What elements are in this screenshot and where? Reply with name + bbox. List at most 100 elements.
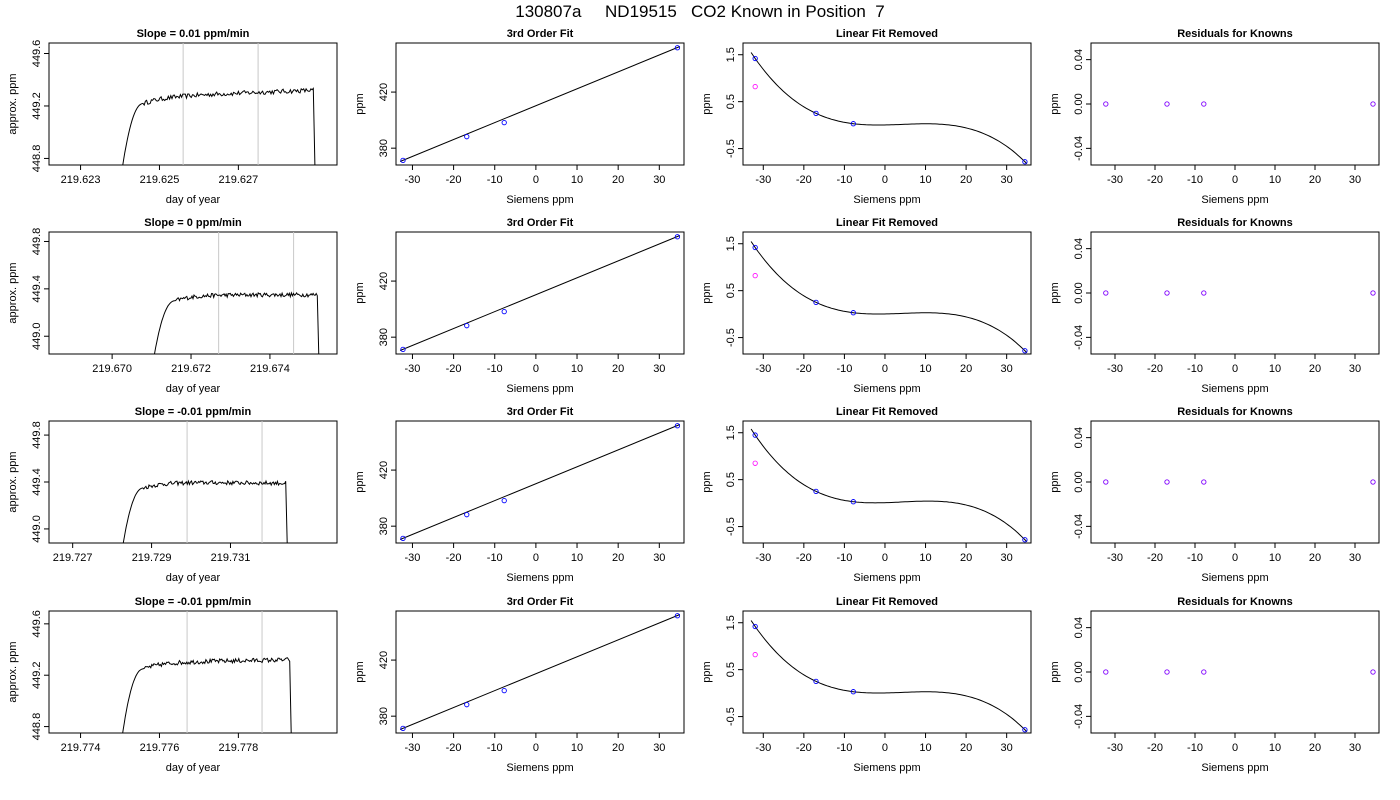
x-axis-label: day of year xyxy=(166,194,221,206)
panel-r3c4: Residuals for Knowns Siemens ppm ppm -30 -20… xyxy=(1049,406,1380,584)
plot-frame xyxy=(395,420,685,544)
x-tick-label: -20 xyxy=(1147,174,1163,186)
data-point xyxy=(752,244,758,251)
y-tick-label: 449.6 xyxy=(31,610,43,638)
x-tick-label: -20 xyxy=(1147,742,1163,754)
chart-title: Residuals for Knowns xyxy=(1177,596,1293,608)
y-axis-label: ppm xyxy=(1049,282,1061,303)
x-tick-label: 0 xyxy=(533,174,539,186)
chart-title: Linear Fit Removed xyxy=(836,596,938,608)
data-point xyxy=(1022,537,1028,543)
y-axis-label: ppm xyxy=(1049,93,1061,114)
x-tick-label: 10 xyxy=(1269,552,1281,564)
x-axis-label: Siemens ppm xyxy=(853,383,920,395)
x-tick-label: 30 xyxy=(1349,552,1361,564)
data-point xyxy=(850,499,856,505)
chart-title: Residuals for Knowns xyxy=(1177,217,1293,229)
panel-r3c2: 3rd Order Fit Siemens ppm ppm -30 -20 -10 0 10 2… xyxy=(354,406,685,584)
y-tick-label: -0.04 xyxy=(1073,136,1085,161)
plot-data xyxy=(399,423,681,542)
plot-data xyxy=(399,45,681,164)
data-point xyxy=(752,623,758,630)
x-tick-label: 30 xyxy=(653,552,665,564)
x-tick-label: 20 xyxy=(1309,742,1321,754)
data-point xyxy=(813,678,819,685)
data-point xyxy=(1164,479,1170,485)
page-title: 130807a ND19515 CO2 Known in Position 7 xyxy=(515,2,885,21)
x-tick-label: 30 xyxy=(1349,363,1361,375)
co2-trace-line xyxy=(122,87,316,165)
x-tick-label: 10 xyxy=(1269,363,1281,375)
panel-r1c3: Linear Fit Removed Siemens ppm ppm -30 -20 -1… xyxy=(701,28,1032,206)
plot-data xyxy=(153,232,320,354)
panel-r2c4: Residuals for Knowns Siemens ppm ppm -30 -20… xyxy=(1049,217,1380,395)
data-point xyxy=(464,702,470,708)
x-tick-label: 10 xyxy=(919,363,931,375)
plot-data xyxy=(122,611,292,733)
cubic-fit-curve xyxy=(750,241,1028,354)
plot-data xyxy=(399,613,681,732)
data-point xyxy=(674,423,681,429)
y-tick-label: 449.6 xyxy=(31,40,43,68)
x-tick-label: -20 xyxy=(796,552,812,564)
x-tick-label: 0 xyxy=(533,363,539,375)
x-tick-label: 10 xyxy=(919,174,931,186)
x-axis-label: Siemens ppm xyxy=(853,762,920,774)
y-tick-label: 1.5 xyxy=(725,236,737,251)
plot-data xyxy=(750,241,1028,354)
panel-r4c2: 3rd Order Fit Siemens ppm ppm -30 -20 -10 0 10 2… xyxy=(354,596,685,774)
chart-title: Linear Fit Removed xyxy=(836,406,938,418)
y-tick-label: 0.5 xyxy=(725,472,737,487)
data-point-alt xyxy=(752,652,758,658)
chart-title: Slope = -0.01 ppm/min xyxy=(135,406,252,418)
y-axis-label: ppm xyxy=(354,282,366,303)
chart-title: Residuals for Knowns xyxy=(1177,406,1293,418)
data-point xyxy=(501,120,507,126)
x-tick-label: 219.674 xyxy=(250,363,290,375)
x-axis-label: Siemens ppm xyxy=(506,383,573,395)
panel-r2c1: Slope = 0 ppm/min day of year approx. ppm 2… xyxy=(7,217,338,395)
y-tick-label: 0.00 xyxy=(1073,93,1085,114)
y-tick-label: -0.5 xyxy=(725,139,737,158)
x-axis-label: day of year xyxy=(166,572,221,584)
data-point xyxy=(501,309,507,315)
y-axis-label: ppm xyxy=(354,93,366,114)
x-tick-label: -10 xyxy=(836,742,852,754)
x-tick-label: 20 xyxy=(960,363,972,375)
fit-line xyxy=(399,46,681,162)
y-tick-label: 449.0 xyxy=(31,322,43,350)
x-tick-label: 219.627 xyxy=(218,174,258,186)
y-tick-label: 420 xyxy=(378,83,390,101)
x-tick-label: -10 xyxy=(1187,174,1203,186)
plot-frame xyxy=(48,231,338,355)
y-tick-label: 0.00 xyxy=(1073,282,1085,303)
x-tick-label: 219.774 xyxy=(61,742,101,754)
y-axis-label: approx. ppm xyxy=(7,641,19,702)
x-tick-label: 219.625 xyxy=(140,174,180,186)
plot-frame xyxy=(1090,231,1380,355)
y-axis-label: ppm xyxy=(701,282,713,303)
y-tick-label: 380 xyxy=(378,139,390,157)
x-tick-label: 219.727 xyxy=(53,552,93,564)
panel-r1c4: Residuals for Knowns Siemens ppm ppm -30 -20… xyxy=(1049,28,1380,206)
y-axis-label: approx. ppm xyxy=(7,262,19,323)
plot-frame xyxy=(1090,610,1380,734)
data-point xyxy=(1022,348,1028,354)
x-tick-label: 0 xyxy=(533,742,539,754)
cubic-fit-curve xyxy=(750,620,1028,733)
data-point xyxy=(1164,290,1170,296)
x-tick-label: 0 xyxy=(1232,363,1238,375)
y-tick-label: 380 xyxy=(378,707,390,725)
x-tick-label: 20 xyxy=(960,174,972,186)
x-tick-label: -10 xyxy=(487,742,503,754)
chart-title: 3rd Order Fit xyxy=(507,217,574,229)
chart-title: Slope = 0 ppm/min xyxy=(144,217,242,229)
data-point xyxy=(1103,101,1109,107)
x-tick-label: 219.672 xyxy=(171,363,211,375)
plot-frame xyxy=(48,420,338,544)
plot-data xyxy=(750,52,1028,165)
y-tick-label: 1.5 xyxy=(725,425,737,440)
y-tick-label: 1.5 xyxy=(725,47,737,62)
x-tick-label: -20 xyxy=(796,742,812,754)
chart-title: Linear Fit Removed xyxy=(836,28,938,40)
